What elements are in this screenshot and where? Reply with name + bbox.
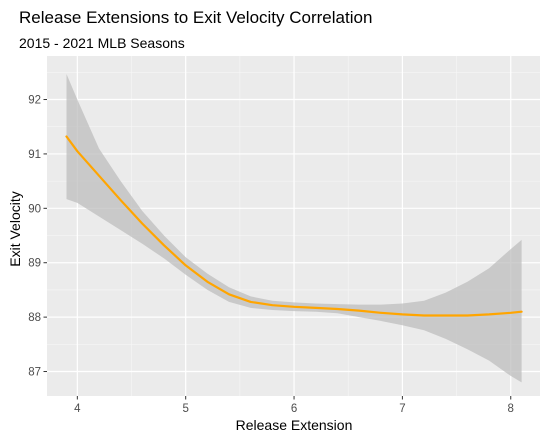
x-tick-label: 4 [74, 403, 81, 415]
y-tick-label: 89 [28, 258, 41, 270]
confidence-band [66, 74, 522, 383]
y-axis-title: Exit Velocity [7, 191, 23, 266]
trend-line [65, 135, 523, 317]
x-tick-label: 6 [291, 403, 297, 415]
y-tick-label: 91 [28, 149, 41, 161]
x-tick-label: 7 [399, 403, 405, 415]
trend-line-layer [65, 135, 523, 317]
x-tick-label: 5 [182, 403, 188, 415]
chart-title: Release Extensions to Exit Velocity Corr… [19, 8, 372, 27]
confidence-band-layer [66, 74, 522, 383]
y-tick-label: 92 [28, 95, 41, 107]
x-axis: 4 5 6 7 8 [74, 396, 514, 415]
y-tick-label: 90 [28, 203, 41, 215]
y-axis: 87 88 89 90 91 92 [28, 95, 47, 379]
chart-subtitle: 2015 - 2021 MLB Seasons [19, 35, 185, 51]
x-axis-title: Release Extension [236, 417, 353, 433]
x-tick-label: 8 [508, 403, 514, 415]
y-tick-label: 87 [28, 367, 41, 379]
y-tick-label: 88 [28, 312, 41, 324]
